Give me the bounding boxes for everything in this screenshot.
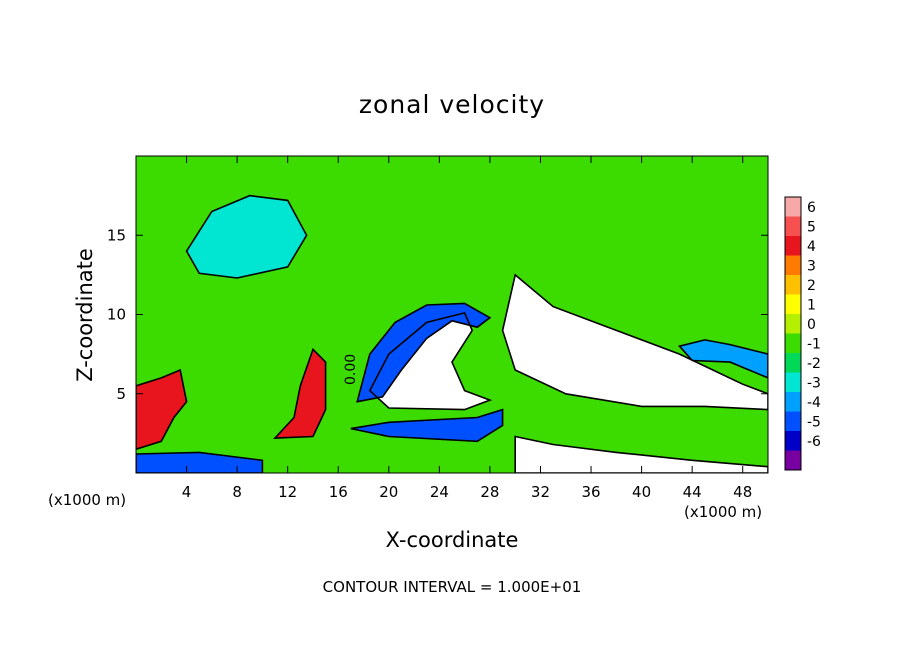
- x-tick-label: 28: [480, 483, 499, 501]
- x-tick-label: 44: [683, 483, 702, 501]
- x-tick-label: 12: [278, 483, 297, 501]
- colorbar-tick-label: -6: [807, 434, 821, 450]
- colorbar-bin: [785, 255, 801, 276]
- field-region-5: [136, 452, 263, 473]
- field-region-7: [357, 303, 490, 402]
- field-region-3: [136, 370, 187, 450]
- y-tick-label: 10: [107, 306, 126, 324]
- contour-line-1: [368, 311, 493, 411]
- colorbar-tick-label: -3: [807, 375, 821, 391]
- chart-title: zonal velocity: [359, 90, 545, 119]
- colorbar-tick-label: -2: [807, 356, 821, 372]
- colorbar-bin: [785, 294, 801, 315]
- colorbar-tick-label: -1: [807, 336, 821, 352]
- y-tick-label: 5: [116, 385, 126, 403]
- x-tick-label: 48: [733, 483, 752, 501]
- colorbar-frame: [784, 196, 802, 471]
- zero-contours: [136, 194, 768, 473]
- field-region-0: [502, 274, 768, 410]
- colorbar-tick-label: 6: [807, 200, 816, 216]
- contour-line-5: [136, 451, 264, 473]
- field-region-9: [186, 195, 307, 278]
- field-region-2: [515, 436, 768, 473]
- contour-line-6: [350, 408, 504, 443]
- field-region-4: [275, 349, 326, 439]
- x-tick-label: 36: [581, 483, 600, 501]
- x-tick-label: 20: [379, 483, 398, 501]
- colorbar-bin: [785, 372, 801, 393]
- colorbar-bin: [785, 333, 801, 354]
- x-axis-ticks: 4 8 12 16 20 24 28 32 36 40 44 48: [182, 156, 752, 501]
- x-unit-left: (x1000 m): [48, 491, 126, 509]
- colorbar-bin: [785, 450, 801, 471]
- x-tick-label: 4: [182, 483, 192, 501]
- x-tick-label: 16: [329, 483, 348, 501]
- colorbar-bin: [785, 236, 801, 256]
- colorbar-tick-label: 4: [807, 239, 816, 255]
- x-tick-label: 8: [232, 483, 242, 501]
- colorbar: 6 5 4 3 2 1 0 -1 -2 -3 -4 -5 -6: [784, 196, 821, 471]
- contour-line-7: [356, 302, 492, 403]
- colorbar-tick-label: -4: [807, 395, 821, 411]
- colorbar-tick-label: 2: [807, 278, 816, 294]
- y-axis-label: Z-coordinate: [73, 248, 97, 382]
- colorbar-bin: [785, 431, 801, 451]
- x-tick-label: 40: [632, 483, 651, 501]
- colorbar-bin: [785, 216, 801, 237]
- colorbar-bin: [785, 392, 801, 412]
- contour-line-9: [185, 194, 308, 279]
- colorbar-tick-label: 0: [807, 317, 816, 333]
- contour-line-3: [136, 368, 188, 451]
- field-region-1: [369, 312, 490, 410]
- colorbar-bin: [785, 197, 801, 217]
- colorbar-bin: [785, 275, 801, 295]
- contour-interval-note: CONTOUR INTERVAL = 1.000E+01: [323, 578, 582, 596]
- contour-line-8: [678, 339, 768, 379]
- x-axis-label: X-coordinate: [386, 528, 519, 552]
- contour-label: 0.00: [343, 354, 359, 385]
- y-axis-ticks: 5 10 15: [107, 226, 768, 403]
- field-region-6: [350, 409, 503, 442]
- y-tick-label: 15: [107, 226, 126, 244]
- x-unit-right: (x1000 m): [684, 503, 762, 521]
- colorbar-bin: [785, 411, 801, 432]
- contour-line-2: [514, 435, 768, 473]
- x-tick-label: 24: [430, 483, 449, 501]
- contour-line-0: [501, 273, 768, 411]
- colorbar-tick-label: 3: [807, 258, 816, 274]
- contour-line-4: [273, 347, 327, 439]
- colorbar-tick-label: -5: [807, 414, 821, 430]
- colorbar-bin: [785, 314, 801, 334]
- x-tick-label: 32: [531, 483, 550, 501]
- colorbar-bin: [785, 353, 801, 373]
- colorbar-tick-label: 5: [807, 219, 816, 235]
- colorbar-tick-label: 1: [807, 297, 816, 313]
